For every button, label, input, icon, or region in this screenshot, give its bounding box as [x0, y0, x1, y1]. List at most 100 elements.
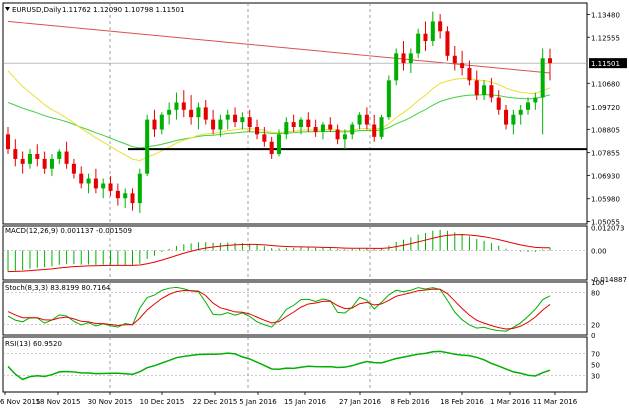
candle [394, 48, 399, 86]
candle [452, 45, 457, 71]
last-price-tick: 1.11501 [591, 60, 620, 68]
candle [416, 28, 421, 59]
candle-body [430, 21, 435, 42]
candle [35, 144, 40, 167]
candle [489, 77, 494, 103]
candle-body [101, 183, 106, 189]
price-tick: 1.12555 [591, 34, 620, 42]
candle-body [269, 141, 274, 155]
candle [540, 48, 545, 135]
candle-body [467, 68, 472, 81]
candle [5, 127, 11, 155]
candle-body [504, 109, 509, 125]
candle [64, 141, 69, 169]
candle [13, 139, 18, 167]
chart-menu-icon[interactable] [5, 7, 10, 11]
candle-body [93, 178, 98, 189]
macd-tick: 0.00 [591, 247, 607, 255]
stoch-tick: 0 [591, 332, 595, 340]
candle-body [350, 124, 355, 135]
date-tick: 18 Feb 2016 [440, 398, 484, 406]
candle [342, 129, 347, 150]
candle [196, 102, 201, 130]
price-tick: 1.10680 [591, 80, 620, 88]
candle [482, 80, 487, 100]
candle [438, 14, 443, 39]
candle [20, 151, 25, 174]
ma-long-line [7, 20, 551, 74]
candle [474, 70, 479, 100]
candle-body [203, 107, 208, 120]
candle [211, 109, 216, 135]
date-tick: 6 Nov 2015 [0, 398, 40, 406]
candle-body [20, 158, 25, 164]
candle-body [284, 122, 289, 135]
macd-label: MACD(12,26,9) 0.001137 -0.001509 [5, 227, 132, 235]
candle-body [379, 117, 384, 137]
candle-body [452, 55, 457, 64]
rsi-tick: 30 [591, 373, 600, 381]
candle-body [460, 63, 465, 69]
stoch-tick: 20 [591, 321, 600, 329]
candle-body [152, 119, 157, 130]
rsi-tick: 70 [591, 351, 600, 359]
candle [526, 97, 531, 115]
candle [71, 158, 76, 179]
candle [262, 127, 267, 147]
candle-body [423, 33, 428, 42]
candle-body [547, 58, 553, 64]
date-tick: 22 Dec 2015 [193, 398, 238, 406]
candle [86, 173, 91, 194]
candle-body [489, 85, 494, 98]
candle [101, 178, 106, 199]
candle [57, 149, 62, 164]
candle [547, 48, 553, 81]
candle-body [401, 53, 406, 64]
stoch-d-line [7, 288, 551, 330]
candle [423, 21, 428, 51]
candle [401, 41, 406, 71]
candle [79, 166, 84, 189]
candle [27, 149, 32, 169]
candle [284, 117, 289, 140]
candle-body [482, 85, 487, 96]
candle-body [496, 97, 501, 110]
candle [533, 92, 538, 110]
rsi-line [7, 350, 551, 381]
candle [233, 107, 238, 128]
macd-tick: -0.014887 [591, 276, 627, 284]
candle [372, 114, 377, 142]
candle [255, 119, 260, 140]
candle-body [233, 114, 238, 123]
candle-body [518, 109, 523, 115]
candle-body [225, 114, 230, 120]
candle-body [174, 102, 179, 110]
candle [93, 168, 98, 194]
candle-body [86, 178, 91, 184]
candle [350, 122, 355, 140]
rsi-label: RSI(13) 60.9520 [5, 340, 62, 348]
price-tick: 1.06930 [591, 172, 620, 180]
candle-body [438, 21, 443, 32]
candle-body [5, 134, 11, 150]
candle-body [298, 119, 303, 128]
stoch-tick: 100 [591, 279, 604, 287]
candle-body [211, 119, 216, 130]
rsi-tick: 50 [591, 362, 600, 370]
candle [130, 188, 135, 211]
candle-body [533, 97, 538, 103]
candle [218, 114, 223, 137]
price-tick: 1.05980 [591, 196, 620, 204]
candle [496, 90, 501, 115]
candle [291, 114, 296, 132]
candle-body [357, 114, 362, 125]
date-tick: 15 Jan 2016 [284, 398, 327, 406]
candle [189, 95, 194, 125]
price-tick: 1.05055 [591, 218, 620, 226]
candle [137, 168, 142, 213]
candle-body [64, 151, 69, 164]
candle-body [474, 80, 479, 96]
candle-body [328, 124, 333, 130]
candle-body [27, 154, 32, 164]
